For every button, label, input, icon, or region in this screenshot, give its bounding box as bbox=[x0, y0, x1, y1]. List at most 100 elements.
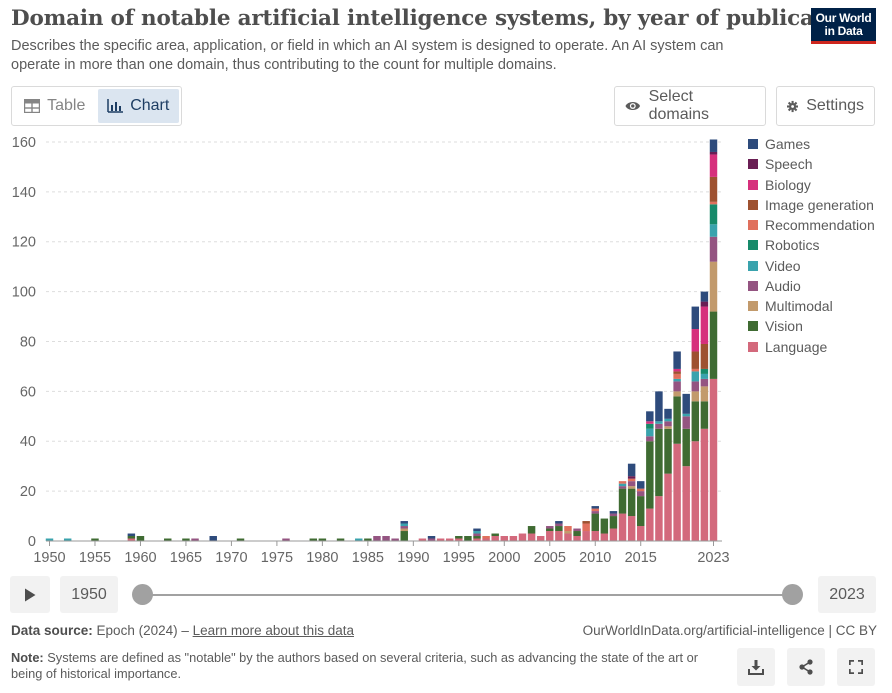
bar-segment bbox=[700, 306, 709, 344]
timeline-end-handle[interactable] bbox=[782, 584, 803, 605]
owid-logo[interactable]: Our World in Data bbox=[811, 8, 876, 44]
bar-segment bbox=[391, 538, 399, 541]
tab-chart-label: Chart bbox=[130, 97, 170, 114]
bar-segment bbox=[136, 536, 145, 541]
bar-segment bbox=[627, 478, 636, 482]
share-button[interactable] bbox=[787, 648, 825, 686]
bar-segment bbox=[164, 538, 172, 541]
bar-segment bbox=[691, 441, 700, 541]
legend-item[interactable]: Robotics bbox=[748, 235, 875, 255]
fullscreen-button[interactable] bbox=[837, 648, 875, 686]
bar-segment bbox=[627, 481, 636, 487]
bar-segment bbox=[691, 351, 700, 369]
bar-segment bbox=[591, 511, 599, 514]
bar-segment bbox=[664, 473, 672, 541]
legend-item[interactable]: Games bbox=[748, 134, 875, 154]
bar-segment bbox=[573, 528, 581, 532]
gear-icon bbox=[787, 100, 799, 112]
select-domains-button[interactable]: Select domains bbox=[614, 86, 766, 126]
x-tick-label: 1990 bbox=[397, 550, 429, 566]
legend-item[interactable]: Video bbox=[748, 256, 875, 276]
legend-item[interactable]: Speech bbox=[748, 154, 875, 174]
legend-swatch bbox=[748, 220, 758, 231]
x-tick-label: 2010 bbox=[579, 550, 611, 566]
timeline-start-year[interactable]: 1950 bbox=[60, 576, 118, 613]
bar-segment bbox=[709, 176, 718, 202]
bar-segment bbox=[491, 533, 499, 537]
download-icon bbox=[748, 660, 764, 675]
x-tick-label: 1985 bbox=[352, 550, 384, 566]
legend-label: Multimodal bbox=[765, 298, 833, 315]
bar-segment bbox=[627, 486, 636, 489]
legend-item[interactable]: Audio bbox=[748, 276, 875, 296]
download-button[interactable] bbox=[737, 648, 775, 686]
bar-segment bbox=[609, 516, 618, 529]
bar-segment bbox=[700, 386, 709, 402]
bar-segment bbox=[600, 518, 609, 534]
bar-segment bbox=[691, 368, 700, 372]
bar-segment bbox=[127, 533, 136, 537]
bar-segment bbox=[627, 463, 636, 477]
timeline-start-handle[interactable] bbox=[132, 584, 153, 605]
bar-segment bbox=[400, 526, 408, 529]
bar-segment bbox=[564, 533, 572, 541]
bar-segment bbox=[482, 536, 490, 539]
bar-segment bbox=[682, 393, 690, 414]
bar-segment bbox=[682, 466, 690, 541]
legend-item[interactable]: Recommendation bbox=[748, 215, 875, 235]
settings-button[interactable]: Settings bbox=[776, 86, 875, 126]
bar-segment bbox=[45, 538, 54, 541]
bar-segment bbox=[646, 508, 654, 541]
x-tick-label: 2005 bbox=[534, 550, 566, 566]
x-tick-label: 2000 bbox=[488, 550, 520, 566]
timeline-end-year[interactable]: 2023 bbox=[818, 576, 876, 613]
bar-segment bbox=[582, 521, 590, 524]
legend-item[interactable]: Language bbox=[748, 337, 875, 357]
legend-item[interactable]: Biology bbox=[748, 175, 875, 195]
play-button[interactable] bbox=[10, 576, 50, 613]
legend-label: Games bbox=[765, 136, 811, 153]
legend-swatch bbox=[748, 240, 758, 251]
bar-segment bbox=[455, 536, 463, 539]
legend-label: Speech bbox=[765, 156, 813, 173]
x-tick-label: 1965 bbox=[170, 550, 202, 566]
bar-segment bbox=[436, 538, 445, 541]
bar-segment bbox=[555, 521, 563, 524]
bar-segment bbox=[482, 538, 490, 541]
bar-segment bbox=[236, 538, 245, 541]
y-tick-label: 60 bbox=[20, 384, 36, 400]
legend-label: Language bbox=[765, 338, 828, 355]
tab-table[interactable]: Table bbox=[14, 89, 96, 123]
source-attribution[interactable]: OurWorldInData.org/artificial-intelligen… bbox=[582, 623, 877, 638]
legend-label: Recommendation bbox=[765, 217, 875, 234]
timeline-track[interactable] bbox=[143, 594, 792, 596]
legend-item[interactable]: Vision bbox=[748, 316, 875, 336]
bar-segment bbox=[527, 526, 536, 534]
play-icon bbox=[25, 588, 36, 601]
logo-line-1: Our World bbox=[815, 11, 872, 25]
bar-segment bbox=[546, 528, 554, 532]
bar-segment bbox=[618, 486, 627, 489]
bar-segment bbox=[709, 201, 718, 205]
note: Note: Systems are defined as "notable" b… bbox=[11, 650, 711, 682]
tab-table-label: Table bbox=[47, 97, 86, 114]
bar-segment bbox=[182, 538, 190, 541]
bar-segment bbox=[673, 391, 681, 397]
y-tick-label: 140 bbox=[12, 185, 36, 201]
legend-item[interactable]: Multimodal bbox=[748, 296, 875, 316]
bar-segment bbox=[464, 536, 472, 541]
tab-chart[interactable]: Chart bbox=[97, 89, 179, 123]
legend-swatch bbox=[748, 179, 758, 190]
bar-segment bbox=[609, 528, 618, 541]
bar-segment bbox=[400, 523, 408, 527]
bar-segment bbox=[336, 538, 345, 541]
bar-segment bbox=[627, 476, 636, 479]
chart-icon bbox=[107, 99, 124, 113]
bar-segment bbox=[700, 373, 709, 379]
bar-segment bbox=[700, 428, 709, 541]
chart-subtitle: Describes the specific area, application… bbox=[11, 38, 724, 73]
bar-segment bbox=[609, 511, 618, 514]
bar-segment bbox=[491, 536, 499, 541]
legend-item[interactable]: Image generation bbox=[748, 195, 875, 215]
learn-more-link[interactable]: Learn more about this data bbox=[192, 623, 354, 638]
